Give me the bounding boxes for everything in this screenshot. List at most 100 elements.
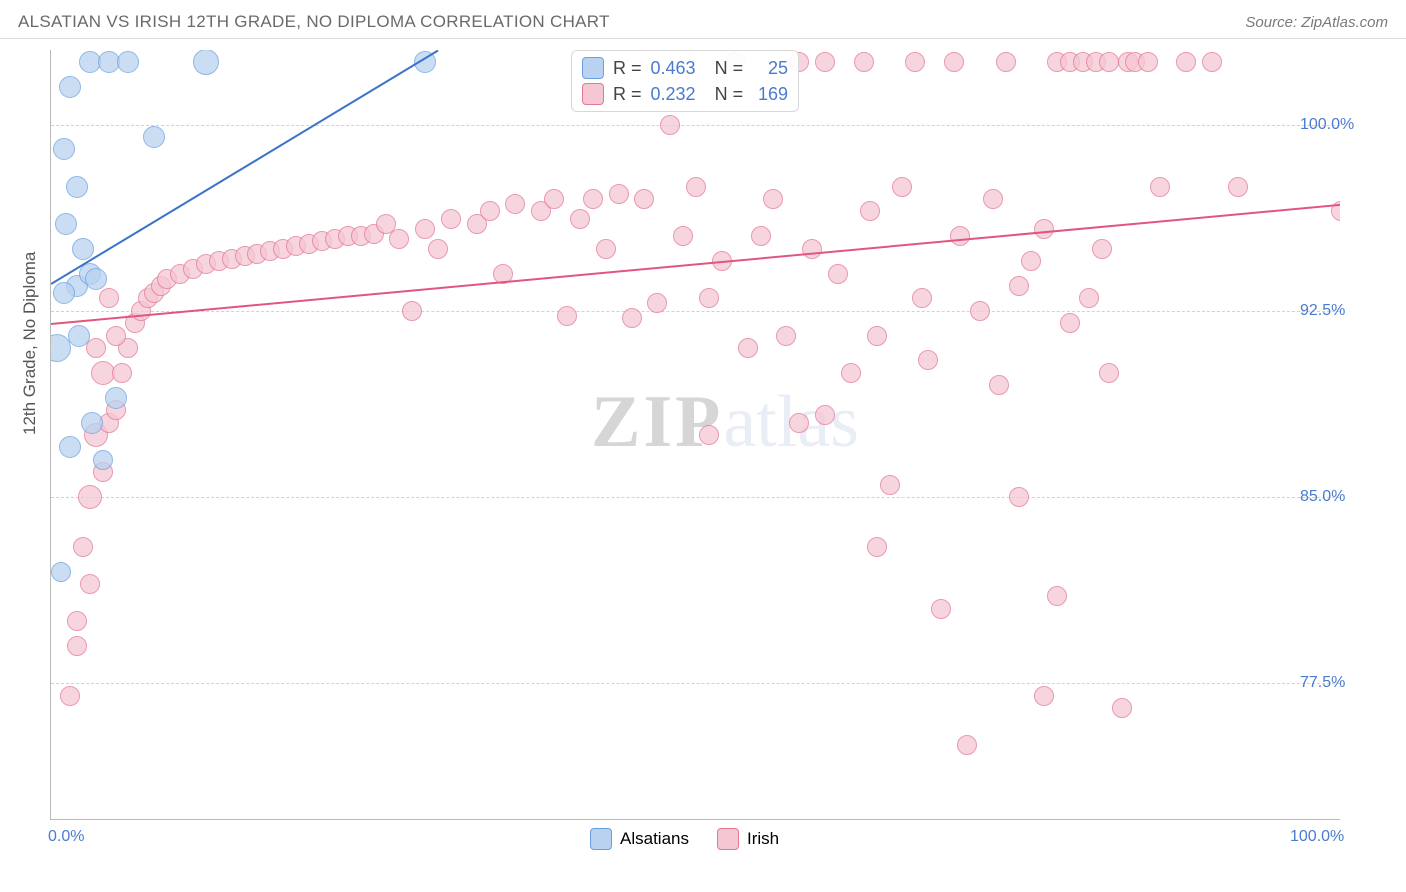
data-point-irish [99,288,119,308]
x-tick [1212,819,1213,820]
y-axis-label: 12th Grade, No Diploma [20,252,40,435]
y-tick-label: 100.0% [1300,116,1354,134]
data-point-irish [570,209,590,229]
data-point-irish [1060,313,1080,333]
data-point-irish [854,52,874,72]
data-point-irish [1009,487,1029,507]
data-point-alsatians [193,50,219,75]
x-tick [438,819,439,820]
data-point-irish [609,184,629,204]
data-point-irish [996,52,1016,72]
data-point-alsatians [85,268,107,290]
stats-swatch-irish [582,83,604,105]
data-point-alsatians [72,238,94,260]
data-point-irish [1021,251,1041,271]
stats-swatch-alsatians [582,57,604,79]
data-point-alsatians [68,325,90,347]
data-point-irish [950,226,970,246]
data-point-irish [1228,177,1248,197]
stats-r-value-irish: 0.232 [651,84,696,105]
gridline [51,311,1340,312]
data-point-irish [1047,586,1067,606]
data-point-alsatians [81,412,103,434]
data-point-irish [983,189,1003,209]
data-point-alsatians [105,387,127,409]
stats-legend-row-irish: R = 0.232 N = 169 [582,81,788,107]
data-point-irish [789,413,809,433]
stats-n-value-alsatians: 25 [752,58,788,79]
data-point-irish [112,363,132,383]
data-point-irish [944,52,964,72]
data-point-irish [402,301,422,321]
data-point-alsatians [51,562,71,582]
data-point-irish [480,201,500,221]
data-point-irish [415,219,435,239]
x-tick [1083,819,1084,820]
legend-item-irish: Irish [717,828,779,850]
data-point-alsatians [143,126,165,148]
data-point-alsatians [93,450,113,470]
data-point-irish [841,363,861,383]
stats-n-label: N = [700,58,749,79]
data-point-irish [738,338,758,358]
data-point-alsatians [59,436,81,458]
data-point-irish [892,177,912,197]
data-point-irish [428,239,448,259]
data-point-irish [699,288,719,308]
x-axis-min-label: 0.0% [48,828,84,846]
data-point-irish [905,52,925,72]
data-point-irish [1099,52,1119,72]
legend-swatch-alsatians [590,828,612,850]
x-tick [567,819,568,820]
data-point-irish [815,52,835,72]
data-point-irish [880,475,900,495]
legend-label-alsatians: Alsatians [620,829,689,849]
data-point-irish [699,425,719,445]
x-tick [696,819,697,820]
data-point-irish [828,264,848,284]
stats-r-label: R = [608,84,647,105]
data-point-alsatians [117,51,139,73]
data-point-irish [106,326,126,346]
x-tick [954,819,955,820]
stats-legend-row-alsatians: R = 0.463 N = 25 [582,55,788,81]
data-point-irish [622,308,642,328]
data-point-irish [1092,239,1112,259]
plot-area: ZIPatlas R = 0.463 N = 25 R = 0.232 N = … [50,50,1340,820]
stats-n-label: N = [700,84,749,105]
data-point-alsatians [55,213,77,235]
data-point-irish [776,326,796,346]
data-point-irish [686,177,706,197]
data-point-irish [1099,363,1119,383]
legend-item-alsatians: Alsatians [590,828,689,850]
x-tick [180,819,181,820]
data-point-irish [634,189,654,209]
data-point-irish [1009,276,1029,296]
data-point-irish [67,611,87,631]
data-point-irish [78,485,102,509]
data-point-irish [1176,52,1196,72]
bottom-legend: Alsatians Irish [590,828,779,850]
data-point-irish [673,226,693,246]
data-point-irish [583,189,603,209]
data-point-irish [441,209,461,229]
data-point-irish [86,338,106,358]
chart-header: ALSATIAN VS IRISH 12TH GRADE, NO DIPLOMA… [0,0,1406,39]
data-point-irish [989,375,1009,395]
stats-legend: R = 0.463 N = 25 R = 0.232 N = 169 [571,50,799,112]
x-tick [51,819,52,820]
data-point-irish [660,115,680,135]
data-point-irish [80,574,100,594]
data-point-irish [67,636,87,656]
x-tick [309,819,310,820]
data-point-irish [1079,288,1099,308]
y-tick-label: 92.5% [1300,302,1345,320]
data-point-irish [596,239,616,259]
data-point-irish [918,350,938,370]
chart-title: ALSATIAN VS IRISH 12TH GRADE, NO DIPLOMA… [18,12,610,32]
data-point-irish [957,735,977,755]
data-point-irish [1138,52,1158,72]
data-point-alsatians [53,138,75,160]
x-axis-max-label: 100.0% [1290,828,1344,846]
source-label: Source: ZipAtlas.com [1245,14,1388,31]
